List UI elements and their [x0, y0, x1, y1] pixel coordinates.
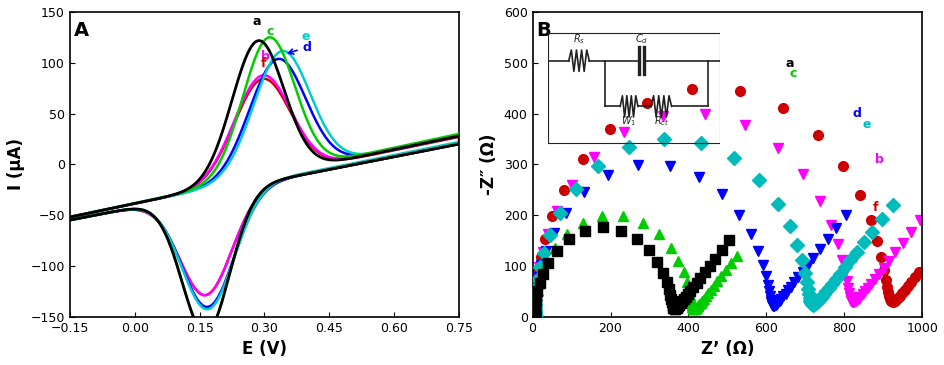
Y-axis label: -Z″ (Ω): -Z″ (Ω) — [480, 134, 497, 195]
Text: f: f — [871, 201, 877, 214]
Text: b: b — [261, 50, 270, 63]
X-axis label: Z’ (Ω): Z’ (Ω) — [700, 340, 753, 358]
Text: c: c — [789, 67, 796, 80]
Text: e: e — [301, 30, 310, 43]
Y-axis label: I (μA): I (μA) — [7, 138, 25, 190]
Text: a: a — [785, 57, 794, 70]
Text: d: d — [288, 41, 312, 54]
Text: c: c — [266, 25, 274, 38]
Text: d: d — [851, 107, 860, 120]
Text: A: A — [74, 21, 89, 40]
X-axis label: E (V): E (V) — [242, 340, 287, 358]
Text: e: e — [862, 118, 870, 131]
Text: B: B — [536, 21, 550, 40]
Text: b: b — [874, 153, 883, 166]
Text: f: f — [261, 57, 266, 70]
Text: a: a — [252, 15, 261, 28]
